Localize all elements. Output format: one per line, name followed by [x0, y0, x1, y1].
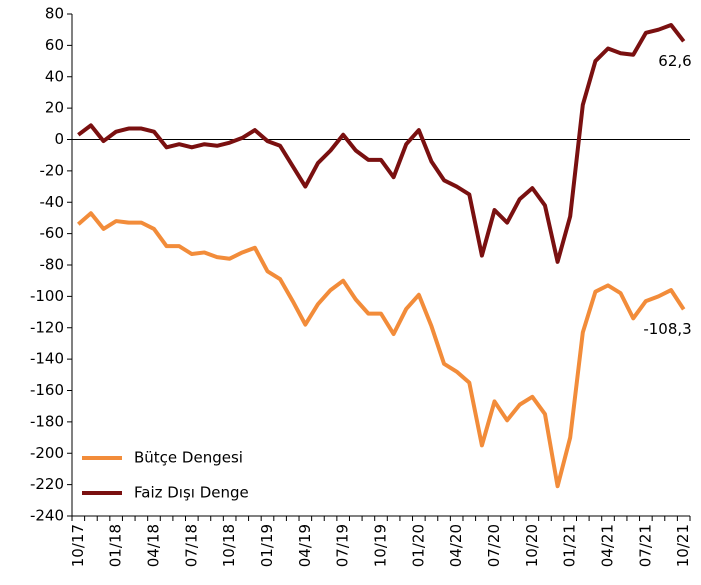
y-tick-label: -180 — [30, 412, 64, 430]
y-tick-label: 80 — [45, 5, 64, 23]
y-tick-label: 20 — [45, 99, 64, 117]
y-tick-label: 40 — [45, 67, 64, 85]
series-line — [76, 211, 686, 489]
legend-label: Faiz Dışı Denge — [134, 484, 249, 502]
y-tick-label: -120 — [30, 318, 64, 336]
x-tick-label: 10/19 — [372, 524, 390, 567]
x-tick-label: 07/20 — [485, 524, 503, 567]
x-tick-label: 07/19 — [334, 524, 352, 567]
x-tick-label: 01/21 — [561, 524, 579, 567]
x-tick-label: 10/17 — [69, 524, 87, 567]
x-tick-label: 01/20 — [409, 524, 427, 567]
y-tick-label: -40 — [40, 193, 65, 211]
y-tick-label: -20 — [40, 161, 65, 179]
x-tick-label: 07/21 — [636, 524, 654, 567]
y-tick-label: -220 — [30, 475, 64, 493]
y-tick-label: -100 — [30, 287, 64, 305]
x-tick-label: 10/18 — [220, 524, 238, 567]
y-tick-label: -240 — [30, 507, 64, 525]
x-tick-label: 01/19 — [258, 524, 276, 567]
x-tick-label: 04/20 — [447, 524, 465, 567]
x-tick-label: 10/21 — [674, 524, 692, 567]
x-tick-label: 10/20 — [523, 524, 541, 567]
series-line — [77, 22, 686, 264]
x-tick-label: 04/18 — [144, 524, 162, 567]
y-tick-label: 0 — [54, 130, 64, 148]
y-tick-label: -80 — [40, 256, 65, 274]
y-tick-label: -200 — [30, 444, 64, 462]
y-tick-label: -140 — [30, 350, 64, 368]
legend-label: Bütçe Dengesi — [134, 449, 243, 467]
data-label: 62,6 — [658, 52, 691, 70]
y-tick-label: 60 — [45, 36, 64, 54]
x-tick-label: 04/21 — [599, 524, 617, 567]
data-label: -108,3 — [643, 320, 691, 338]
x-tick-label: 01/18 — [107, 524, 125, 567]
x-tick-label: 04/19 — [296, 524, 314, 567]
y-tick-label: -60 — [40, 224, 65, 242]
x-tick-label: 07/18 — [182, 524, 200, 567]
y-tick-label: -160 — [30, 381, 64, 399]
